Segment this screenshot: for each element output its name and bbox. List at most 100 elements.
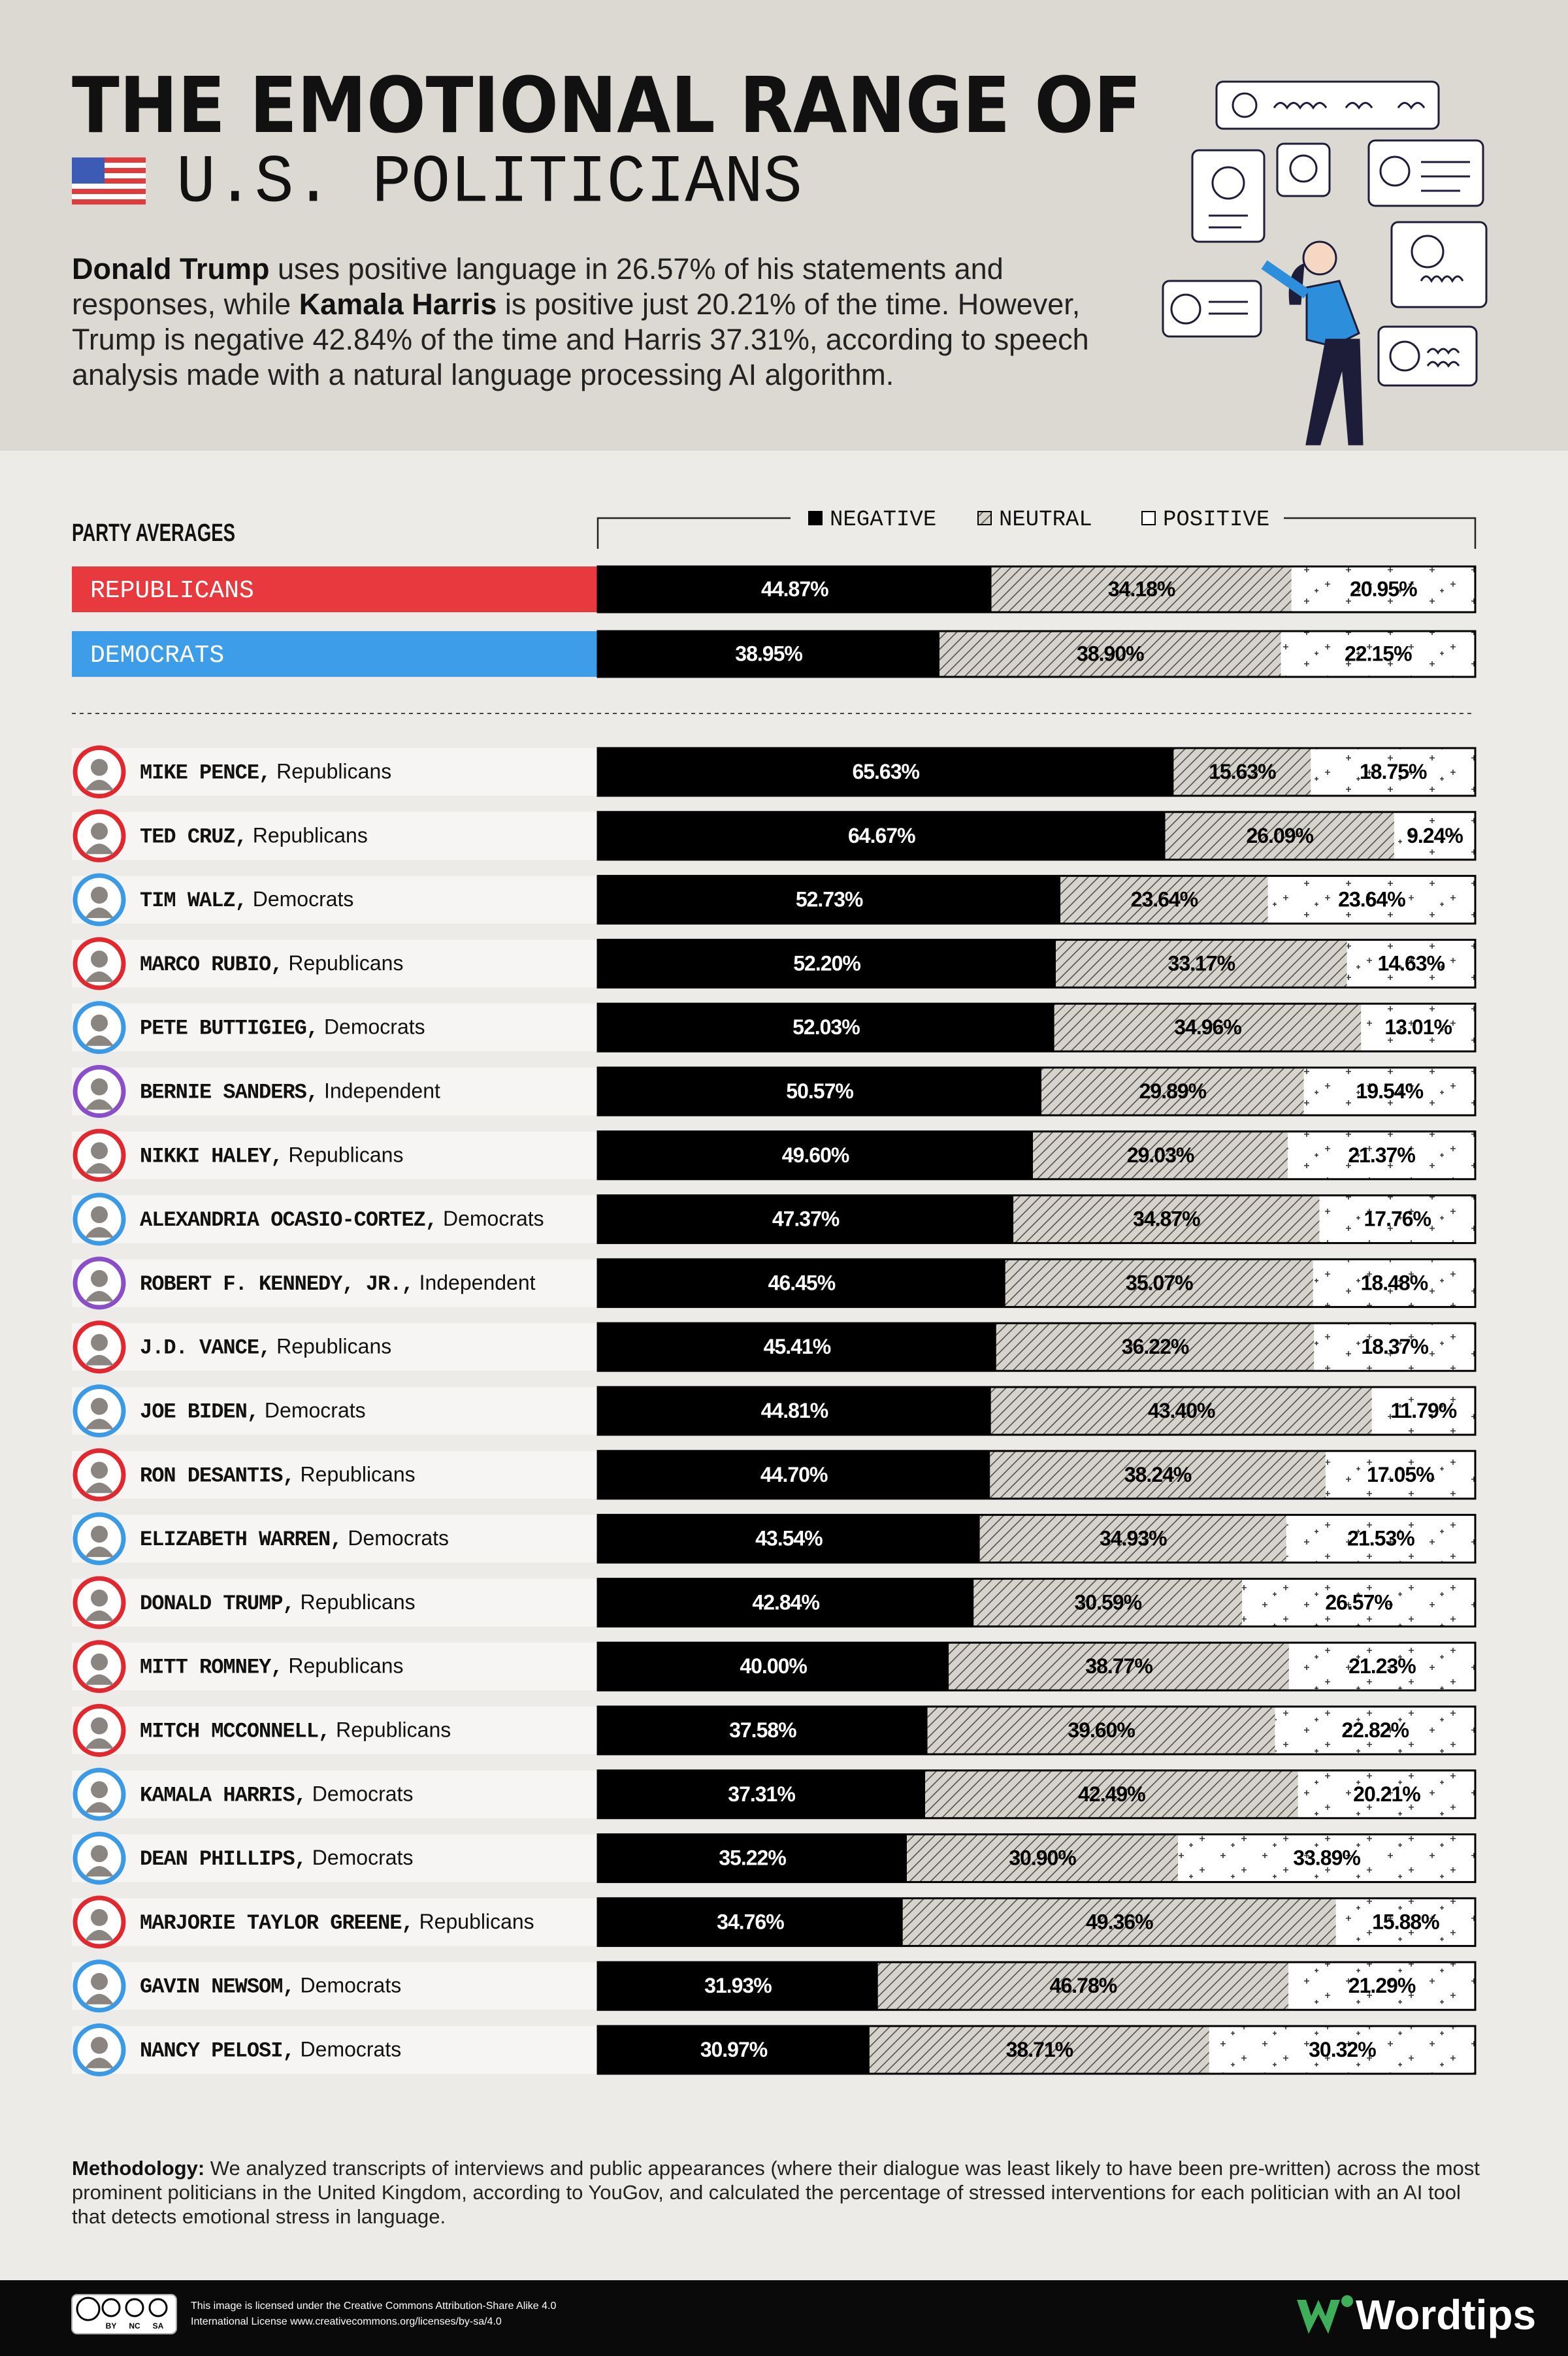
bar-segment bbox=[1371, 1387, 1475, 1435]
bar-segment bbox=[990, 1387, 1372, 1435]
bar-segment bbox=[598, 1707, 928, 1754]
avatar-body bbox=[85, 908, 114, 919]
value-label: 20.21% bbox=[1353, 1782, 1420, 1806]
value-label: 22.15% bbox=[1345, 642, 1412, 665]
bar-outline bbox=[596, 565, 1477, 614]
value-label: 23.64% bbox=[1338, 888, 1405, 911]
bar-segment bbox=[1267, 875, 1476, 924]
politician-party: Republicans bbox=[282, 1654, 403, 1678]
intro-text: uses positive language in 26.57% of his … bbox=[72, 252, 1004, 321]
value-label: 17.76% bbox=[1364, 1207, 1431, 1231]
value-label: 34.96% bbox=[1174, 1015, 1241, 1039]
bar-segment bbox=[598, 1898, 903, 1946]
bar-segment bbox=[598, 566, 992, 612]
avatar-head bbox=[91, 2037, 108, 2054]
avatar-body bbox=[85, 843, 114, 855]
value-label: 34.18% bbox=[1108, 577, 1175, 600]
bar-segment bbox=[1311, 748, 1476, 796]
brand-logo bbox=[1297, 2295, 1353, 2334]
avatar-body bbox=[85, 779, 114, 791]
avatar-body bbox=[85, 1227, 114, 1238]
value-label: 47.37% bbox=[772, 1207, 840, 1231]
politician-name: J.D. VANCE, bbox=[140, 1336, 270, 1360]
avatar-head bbox=[91, 1972, 108, 1990]
avatar-head bbox=[91, 1717, 108, 1735]
methodology-label: Methodology: bbox=[72, 2157, 205, 2180]
avatar-head bbox=[91, 1526, 108, 1543]
avatar-body bbox=[85, 1546, 114, 1558]
bar-segment bbox=[979, 1514, 1286, 1563]
value-label: 42.84% bbox=[752, 1590, 819, 1614]
bar-outline bbox=[596, 630, 1477, 678]
bar-segment bbox=[1242, 1579, 1475, 1627]
value-label: 33.17% bbox=[1168, 951, 1235, 975]
bar-segment bbox=[1281, 631, 1475, 677]
politician-party: Republicans bbox=[247, 824, 368, 847]
avatar-head bbox=[91, 1398, 108, 1415]
politician-party: Republicans bbox=[414, 1910, 534, 1933]
row-label-background bbox=[72, 1514, 598, 1563]
legend-swatch bbox=[1141, 511, 1156, 525]
bar-segment bbox=[907, 1834, 1178, 1882]
bar-segment bbox=[1013, 1195, 1320, 1243]
bar-outline bbox=[596, 747, 1477, 797]
bar-segment bbox=[1288, 1131, 1475, 1179]
bar-segment bbox=[598, 1514, 980, 1563]
bar-segment bbox=[1325, 1450, 1475, 1499]
politician-name: TIM WALZ, bbox=[140, 889, 247, 913]
legend-label: POSITIVE bbox=[1163, 508, 1269, 532]
bar-outline bbox=[596, 1322, 1477, 1372]
brand-name: Wordtips bbox=[1356, 2291, 1536, 2338]
bar-segment bbox=[1209, 2026, 1475, 2074]
bar-segment bbox=[1347, 940, 1475, 988]
row-label-background bbox=[72, 1323, 598, 1371]
bar-outline bbox=[596, 1258, 1477, 1308]
politician-party: Republicans bbox=[295, 1463, 416, 1486]
bar-outline bbox=[596, 1002, 1477, 1053]
bar-segment bbox=[1056, 940, 1347, 988]
category-label: BERNIE SANDERS, Independent bbox=[140, 1079, 440, 1105]
bar-segment bbox=[1313, 1259, 1475, 1307]
value-label: 18.37% bbox=[1361, 1335, 1428, 1358]
avatar-body bbox=[85, 1738, 114, 1749]
politician-name: DEAN PHILLIPS, bbox=[140, 1848, 306, 1872]
bar-outline bbox=[596, 1897, 1477, 1947]
avatar-head bbox=[91, 1206, 108, 1224]
bar-segment bbox=[1288, 1962, 1475, 2010]
bar-segment bbox=[598, 1068, 1042, 1115]
value-label: 18.75% bbox=[1360, 760, 1427, 783]
value-label: 35.07% bbox=[1126, 1271, 1193, 1294]
avatar-body bbox=[85, 1290, 114, 1301]
avatar-head bbox=[91, 950, 108, 968]
value-label: 22.82% bbox=[1341, 1718, 1409, 1742]
politician-name: JOE BIDEN, bbox=[140, 1400, 259, 1424]
avatar-body bbox=[85, 971, 114, 982]
politician-name: BERNIE SANDERS, bbox=[140, 1081, 318, 1105]
politician-name: NANCY PELOSI, bbox=[140, 2039, 295, 2063]
methodology: Methodology: We analyzed transcripts of … bbox=[72, 2156, 1490, 2229]
politician-name: KAMALA HARRIS, bbox=[140, 1784, 306, 1808]
license-text: This image is licensed under the Creativ… bbox=[191, 2300, 556, 2312]
bar-segment bbox=[1319, 1195, 1475, 1243]
bar-segment bbox=[598, 811, 1166, 860]
politician-name: PETE BUTTIGIEG, bbox=[140, 1017, 318, 1041]
politician-party: Republicans bbox=[282, 1143, 403, 1167]
row-label-background bbox=[72, 1643, 598, 1691]
avatar-head bbox=[91, 1333, 108, 1351]
bar-segment bbox=[598, 1259, 1005, 1307]
bar-segment bbox=[925, 1770, 1298, 1818]
value-label: 64.67% bbox=[848, 824, 915, 847]
bar-outline bbox=[596, 1130, 1477, 1181]
avatar-head bbox=[91, 1781, 108, 1799]
value-label: 38.71% bbox=[1006, 2038, 1073, 2061]
avatar-head bbox=[91, 1269, 108, 1287]
value-label: 46.78% bbox=[1050, 1974, 1117, 1997]
value-label: 15.88% bbox=[1372, 1910, 1439, 1933]
bar-segment bbox=[1286, 1514, 1475, 1563]
intro-text: is positive just 20.21% of the time. How… bbox=[72, 287, 1089, 391]
politician-name: MIKE PENCE, bbox=[140, 761, 270, 785]
politician-party: Independent bbox=[414, 1271, 536, 1294]
bar-segment bbox=[598, 1323, 996, 1371]
avatar-head bbox=[91, 1908, 108, 1926]
